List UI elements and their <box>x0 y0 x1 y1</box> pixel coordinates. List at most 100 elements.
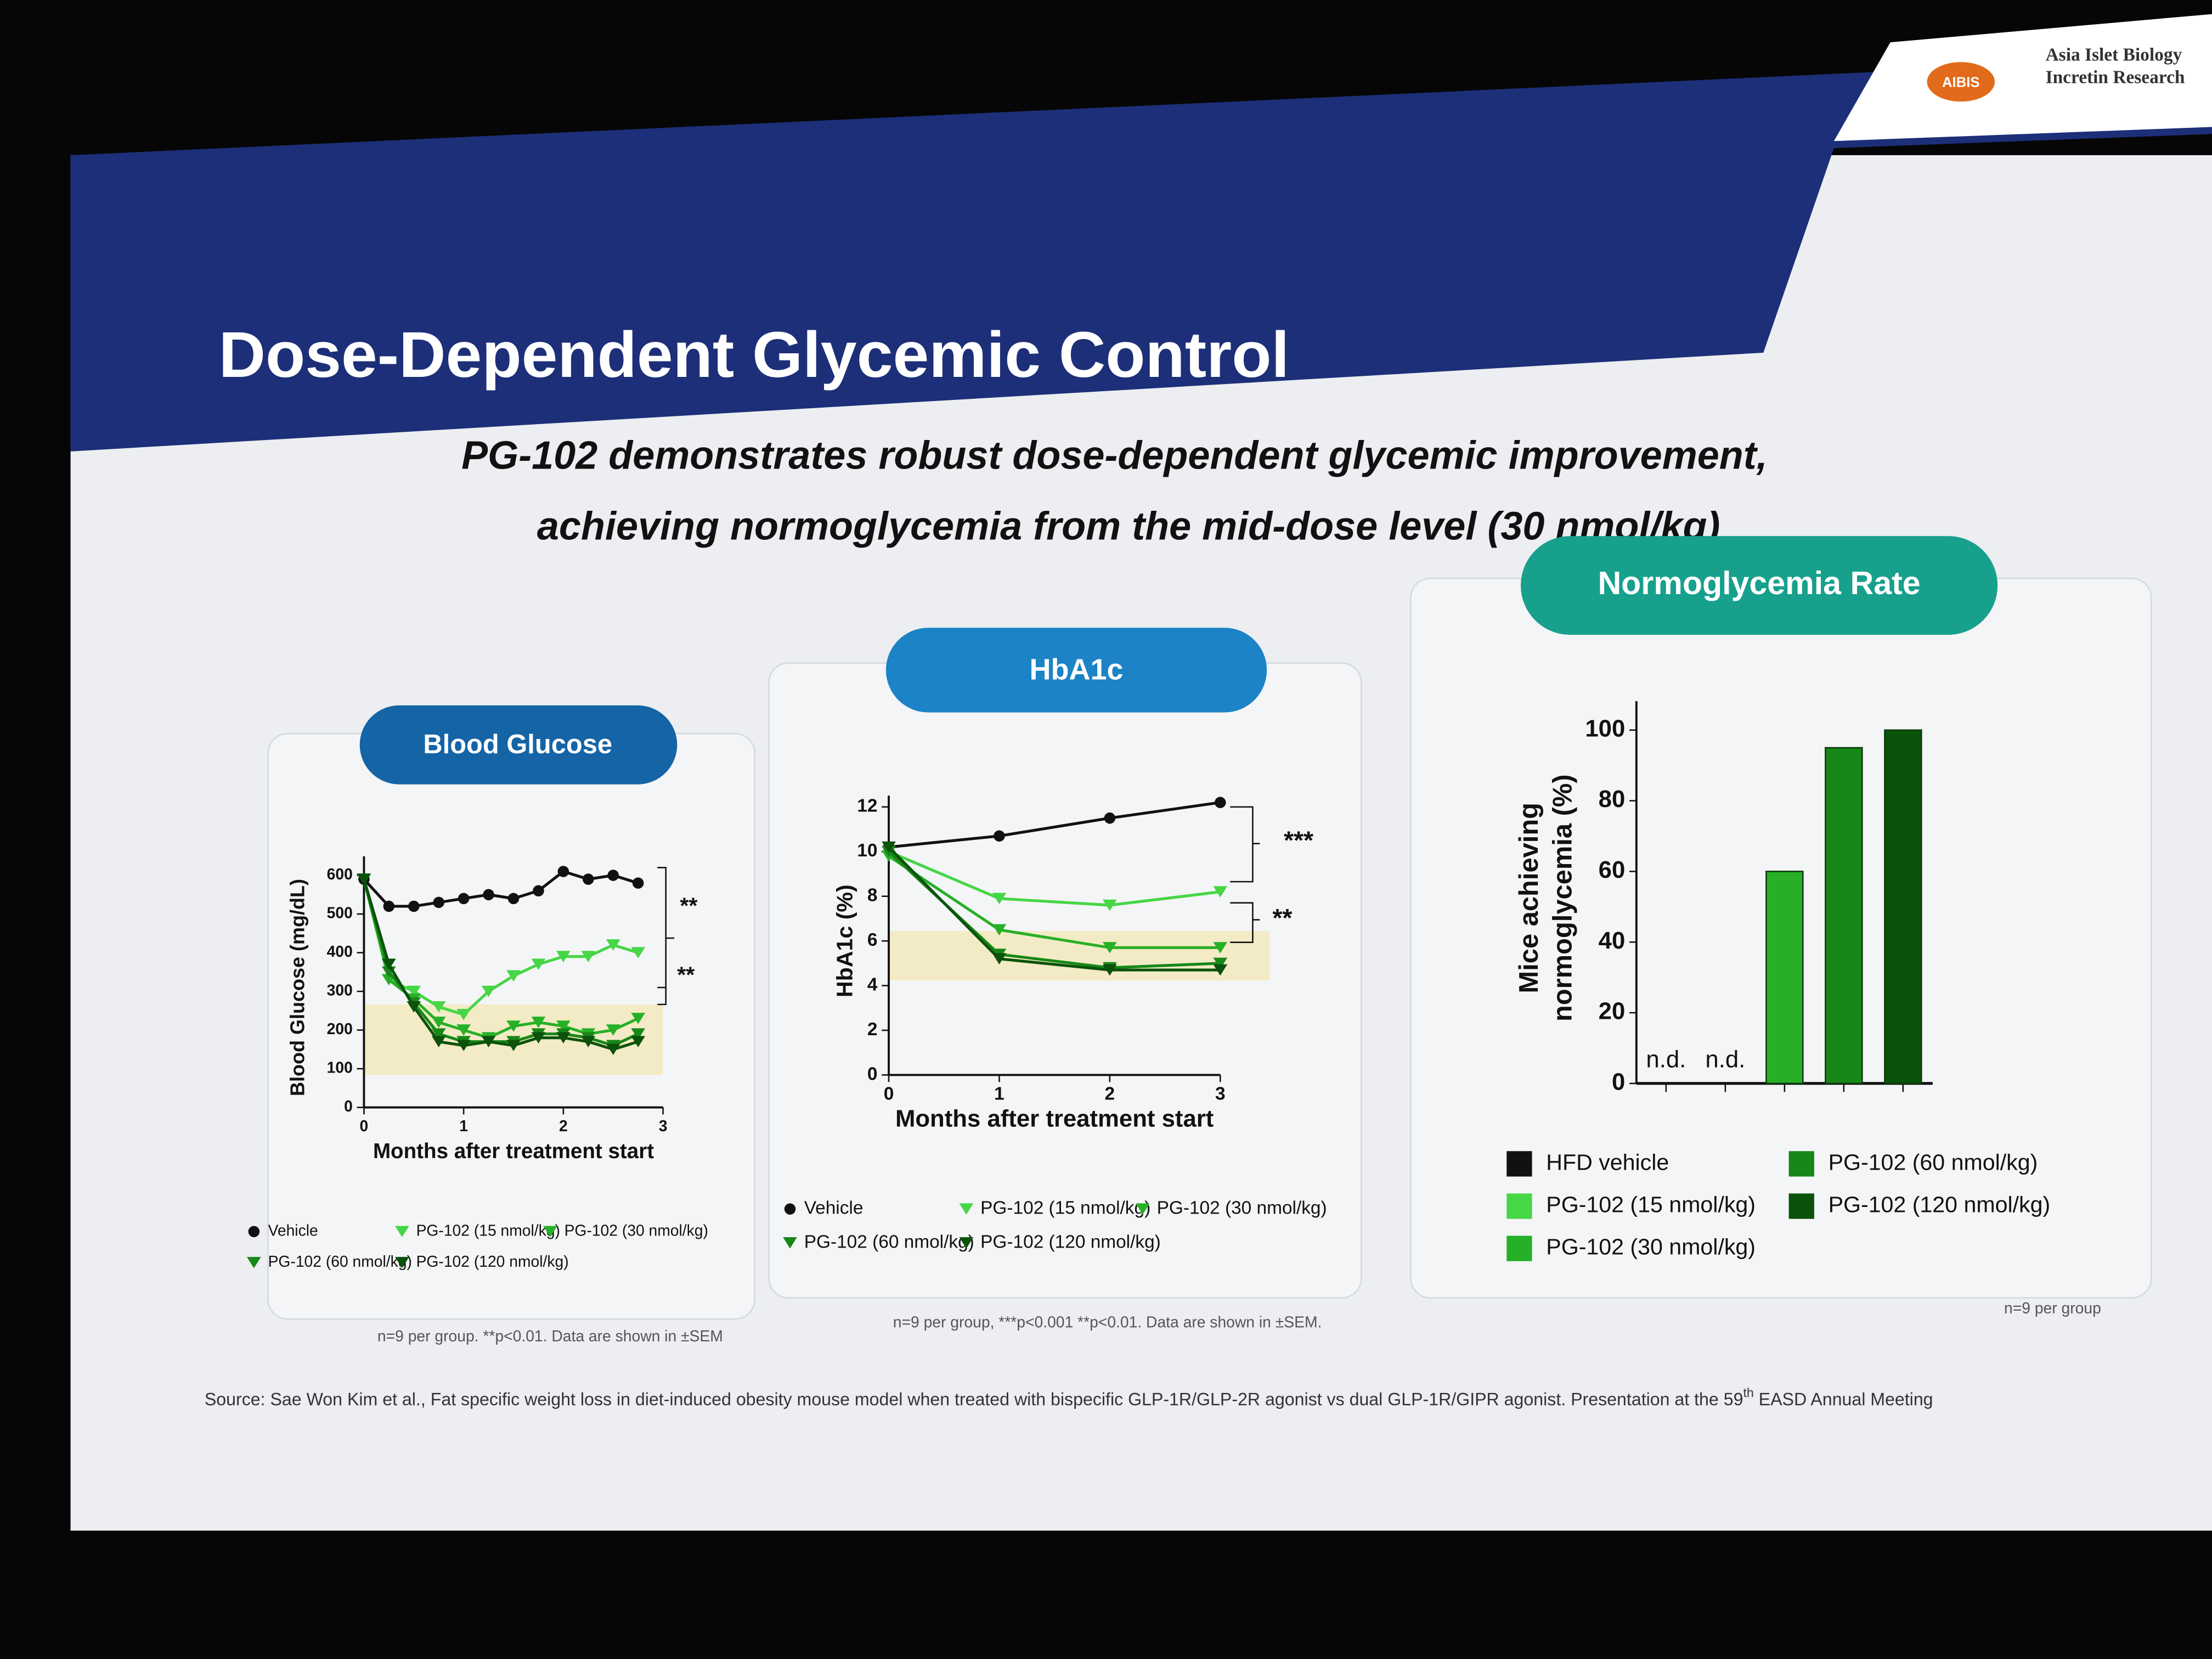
data-point <box>1213 957 1228 969</box>
legend-marker <box>784 1203 796 1215</box>
legend-label: PG-102 (30 nmol/kg) <box>565 1221 708 1239</box>
data-point <box>507 893 520 905</box>
data-point <box>607 870 619 881</box>
data-point <box>431 1028 446 1040</box>
data-point <box>556 951 571 962</box>
bracket <box>657 867 675 1006</box>
x-axis-label: Months after treatment start <box>895 1105 1214 1132</box>
legend-marker <box>783 1237 797 1249</box>
x-tick-label: 2 <box>1105 1084 1115 1104</box>
source-sup: th <box>1743 1386 1753 1400</box>
y-tick-label: 300 <box>327 981 353 999</box>
x-tick-label: 1 <box>459 1117 468 1135</box>
header-band <box>70 56 2212 452</box>
data-point <box>882 841 896 853</box>
y-tick-label: 4 <box>867 974 878 995</box>
legend-label: PG-102 (60 nmol/kg) <box>804 1232 974 1252</box>
data-point <box>557 866 569 877</box>
y-tick-label: 2 <box>867 1019 878 1040</box>
data-point <box>992 924 1007 936</box>
annotation: ** <box>680 893 697 918</box>
data-point <box>407 985 421 997</box>
y-tick-label: 600 <box>327 865 353 883</box>
x-tick-label: 0 <box>360 1117 369 1135</box>
data-point <box>383 900 395 912</box>
legend-swatch <box>1788 1193 1814 1219</box>
y-tick-label: 0 <box>344 1097 353 1115</box>
data-point <box>606 1043 620 1056</box>
footnote: n=9 per group, ***p<0.001 **p<0.01. Data… <box>893 1313 1322 1330</box>
legend-swatch <box>1506 1193 1532 1219</box>
pill <box>885 628 1267 713</box>
x-axis-label: Months after treatment start <box>373 1139 654 1163</box>
subtitle: achieving normoglycemia from the mid-dos… <box>537 504 1720 548</box>
bar <box>1884 729 1922 1085</box>
source-text: EASD Annual Meeting <box>1754 1390 1933 1409</box>
annotation: ** <box>677 962 695 987</box>
data-point <box>581 1036 596 1047</box>
slide-title: Dose-Dependent Glycemic Control <box>219 319 1290 391</box>
y-tick-label: 200 <box>327 1020 353 1037</box>
series-line <box>362 878 639 1051</box>
data-point <box>994 830 1005 842</box>
x-tick-label: 3 <box>659 1117 668 1135</box>
data-point <box>433 896 444 909</box>
legend-marker <box>1136 1203 1150 1215</box>
data-point <box>631 1013 645 1024</box>
series-line <box>888 855 1221 949</box>
pill <box>359 705 678 785</box>
legend-marker <box>543 1226 557 1238</box>
target-band <box>889 931 1270 981</box>
y-tick-label: 10 <box>857 840 877 861</box>
data-point <box>407 1001 421 1013</box>
data-point <box>431 1001 446 1013</box>
data-point <box>606 1024 620 1036</box>
legend-marker <box>959 1203 974 1215</box>
data-point <box>1103 899 1117 911</box>
legend-swatch <box>1788 1151 1814 1177</box>
y-tick-label: 80 <box>1599 786 1626 812</box>
legend-label: PG-102 (15 nmol/kg) <box>980 1198 1150 1218</box>
data-point <box>456 1009 471 1020</box>
logo-area <box>1833 14 2212 142</box>
series-line <box>888 846 1221 972</box>
legend-label: PG-102 (30 nmol/kg) <box>1546 1234 1756 1260</box>
data-point <box>533 885 544 897</box>
pill-label: HbA1c <box>1029 653 1123 686</box>
data-point <box>506 1020 521 1032</box>
data-point <box>632 877 644 889</box>
legend-label: PG-102 (60 nmol/kg) <box>1829 1149 2038 1175</box>
legend-label: Vehicle <box>804 1198 864 1218</box>
data-point <box>556 1020 571 1032</box>
data-point <box>992 953 1007 964</box>
data-point <box>431 1036 446 1047</box>
data-point <box>583 873 594 885</box>
data-point <box>481 1036 496 1047</box>
data-point <box>631 1036 645 1047</box>
legend-label: Vehicle <box>268 1221 318 1239</box>
data-point <box>606 939 620 951</box>
value-label: n.d. <box>1705 1046 1745 1073</box>
data-point <box>581 951 596 962</box>
data-point <box>1213 964 1228 976</box>
annotation: ** <box>1272 904 1292 932</box>
value-label: n.d. <box>1646 1046 1686 1073</box>
y-tick-label: 500 <box>327 904 353 922</box>
bar <box>1765 871 1804 1085</box>
logo-line: Asia Islet Biology <box>2046 45 2182 65</box>
x-tick-label: 3 <box>1215 1084 1226 1104</box>
legend-label: PG-102 (120 nmol/kg) <box>980 1232 1161 1252</box>
legend-label: PG-102 (120 nmol/kg) <box>416 1252 569 1270</box>
y-tick-label: 400 <box>327 943 353 960</box>
y-axis-label: Mice achieving <box>1514 803 1544 993</box>
data-point <box>456 1024 471 1036</box>
logo-text: AIBIS <box>1942 75 1980 91</box>
logo-mark <box>1927 62 1995 102</box>
data-point <box>1213 886 1228 898</box>
y-tick-label: 6 <box>867 930 878 950</box>
pill-label: Normoglycemia Rate <box>1598 565 1920 601</box>
data-point <box>458 893 470 905</box>
y-tick-label: 60 <box>1599 856 1626 883</box>
